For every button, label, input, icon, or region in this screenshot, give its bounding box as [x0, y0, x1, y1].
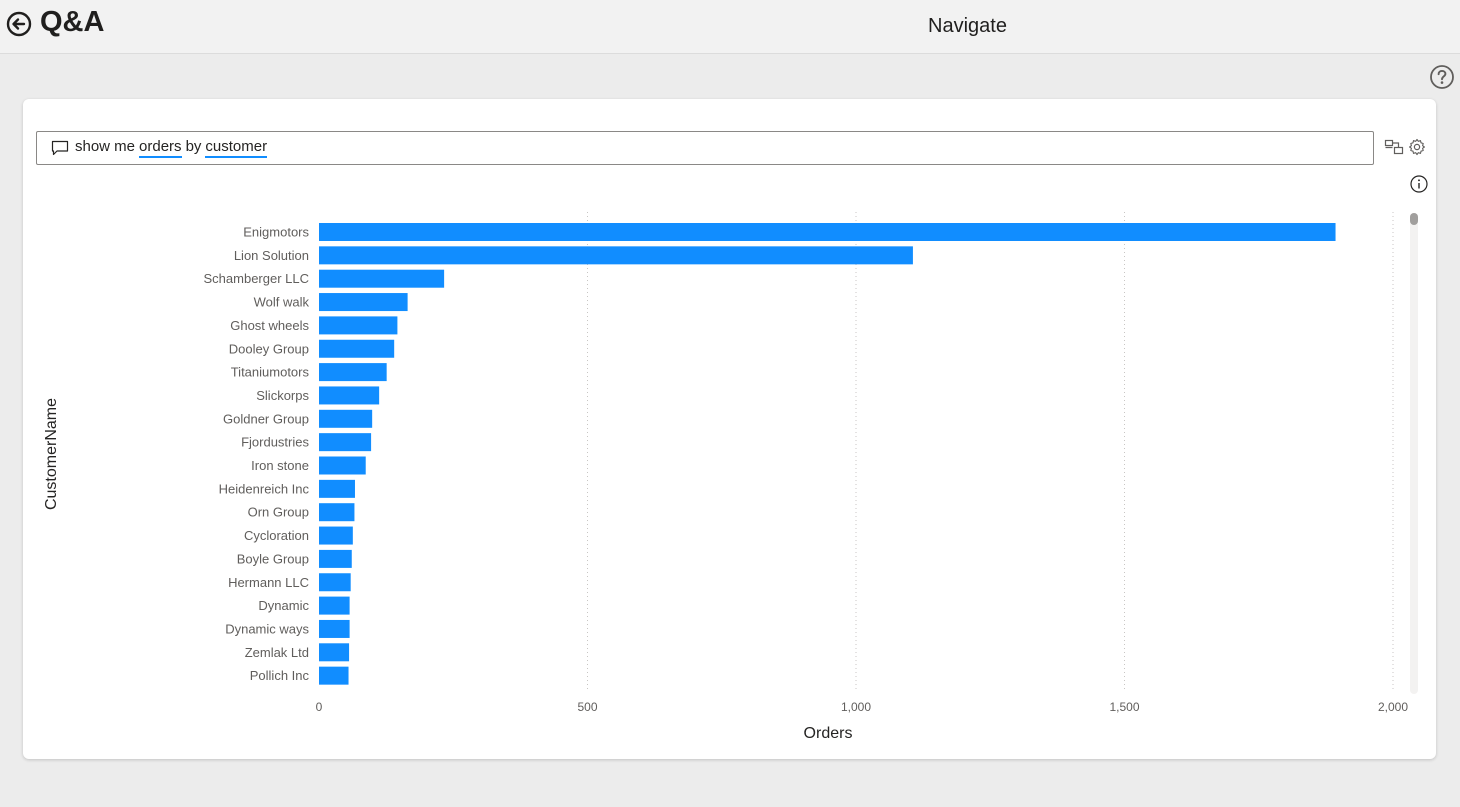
x-tick-label: 2,000: [1378, 700, 1408, 714]
gridlines: [587, 212, 1394, 691]
bar[interactable]: [319, 666, 349, 685]
y-tick-label: Cycloration: [244, 528, 309, 543]
bar[interactable]: [319, 549, 352, 568]
bar[interactable]: [319, 526, 353, 545]
bar[interactable]: [319, 316, 398, 335]
y-tick-label: Dooley Group: [229, 341, 309, 356]
bar[interactable]: [319, 386, 380, 405]
bar[interactable]: [319, 643, 350, 662]
x-axis-labels: 0 500 1,000 1,500 2,000: [316, 700, 1409, 714]
bar[interactable]: [319, 269, 445, 288]
bar[interactable]: [319, 456, 366, 475]
y-tick-label: Dynamic: [258, 598, 309, 613]
x-tick-label: 500: [577, 700, 597, 714]
bar[interactable]: [319, 339, 395, 358]
y-axis-title: CustomerName: [43, 398, 60, 510]
navigate-label: Navigate: [928, 15, 1007, 37]
y-tick-label: Boyle Group: [237, 551, 309, 566]
y-tick-label: Zemlak Ltd: [245, 645, 309, 660]
settings-gear-icon[interactable]: [1407, 137, 1427, 157]
bar[interactable]: [319, 596, 350, 615]
x-tick-label: 0: [316, 700, 323, 714]
help-icon[interactable]: [1429, 64, 1455, 90]
bar[interactable]: [319, 363, 387, 382]
query-term[interactable]: orders: [139, 138, 182, 158]
chat-bubble-icon: [51, 140, 69, 156]
back-arrow-icon[interactable]: [4, 7, 34, 41]
y-tick-label: Slickorps: [256, 388, 309, 403]
y-tick-label: Pollich Inc: [250, 668, 310, 683]
y-tick-label: Ghost wheels: [230, 318, 309, 333]
y-tick-label: Iron stone: [251, 458, 309, 473]
bar[interactable]: [319, 619, 350, 638]
bar[interactable]: [319, 503, 355, 522]
bar[interactable]: [319, 479, 355, 498]
convert-visual-icon[interactable]: [1384, 137, 1404, 157]
bar-chart: Enigmotors Lion Solution Schamberger LLC Wo…: [43, 212, 1418, 742]
chart-scrollbar-thumb[interactable]: [1410, 213, 1418, 225]
bar-series: [319, 223, 1336, 685]
x-tick-label: 1,500: [1109, 700, 1139, 714]
y-tick-label: Fjordustries: [241, 435, 309, 450]
y-tick-label: Orn Group: [248, 505, 309, 520]
y-tick-label: Goldner Group: [223, 411, 309, 426]
chart-scrollbar-track[interactable]: [1410, 213, 1418, 694]
bar[interactable]: [319, 246, 913, 265]
y-tick-label: Enigmotors: [243, 225, 309, 240]
info-icon[interactable]: [1409, 174, 1429, 194]
question-input[interactable]: show me orders by customer: [36, 131, 1374, 165]
query-word: by: [185, 138, 202, 155]
bar[interactable]: [319, 409, 373, 428]
bar[interactable]: [319, 433, 372, 452]
x-tick-label: 1,000: [841, 700, 871, 714]
y-tick-label: Lion Solution: [234, 248, 309, 263]
query-word: show me: [75, 138, 136, 155]
y-tick-label: Schamberger LLC: [204, 271, 310, 286]
page-title: Q&A: [40, 6, 105, 38]
qa-visual-card: show me orders by customer Enigmotors Lion S…: [23, 99, 1436, 759]
y-tick-label: Heidenreich Inc: [219, 481, 310, 496]
bar[interactable]: [319, 293, 408, 312]
y-axis-labels: Enigmotors Lion Solution Schamberger LLC Wo…: [204, 225, 310, 684]
question-text: show me orders by customer: [75, 138, 268, 158]
bar[interactable]: [319, 573, 351, 592]
bar[interactable]: [319, 223, 1336, 241]
y-tick-label: Dynamic ways: [225, 621, 309, 636]
y-tick-label: Hermann LLC: [228, 575, 309, 590]
top-bar: Q&A Navigate: [0, 0, 1460, 54]
y-tick-label: Wolf walk: [254, 295, 310, 310]
x-axis-title: Orders: [804, 725, 853, 742]
query-term[interactable]: customer: [205, 138, 268, 158]
y-tick-label: Titaniumotors: [231, 365, 310, 380]
